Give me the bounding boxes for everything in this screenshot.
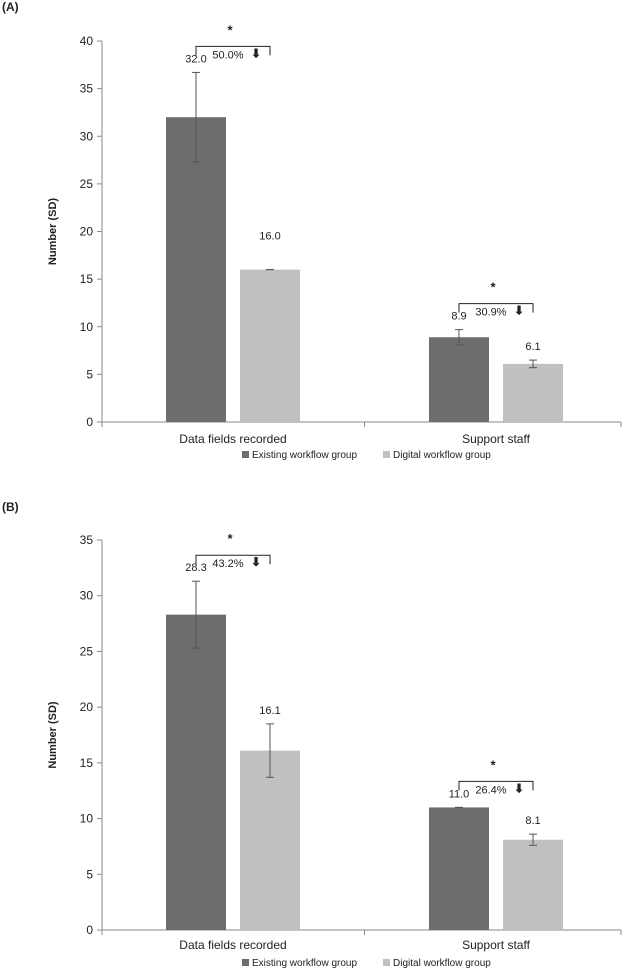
- legend-label: Digital workflow group: [393, 958, 491, 969]
- significance-star: *: [227, 531, 233, 546]
- y-tick-label: 40: [80, 34, 94, 48]
- data-label: 11.0: [449, 788, 470, 800]
- x-category-label: Data fields recorded: [179, 432, 286, 446]
- y-tick-label: 20: [80, 225, 94, 239]
- y-tick-label: 5: [86, 367, 93, 381]
- down-arrow-icon: ⬇: [251, 555, 261, 569]
- legend-label: Digital workflow group: [393, 450, 491, 461]
- x-category-label: Support staff: [462, 938, 530, 952]
- percent-change-label: 43.2%: [212, 558, 243, 570]
- data-label: 32.0: [185, 53, 206, 65]
- legend-swatch: [383, 451, 390, 458]
- y-tick-label: 0: [86, 415, 93, 429]
- percent-change-label: 30.9%: [475, 307, 506, 319]
- percent-change-label: 50.0%: [212, 49, 243, 61]
- significance-star: *: [227, 22, 233, 37]
- bar-digital-0: [240, 750, 300, 930]
- bar-digital-1: [503, 839, 563, 930]
- legend-swatch: [383, 959, 390, 966]
- panel-label: (B): [2, 500, 19, 514]
- y-tick-label: 25: [80, 177, 94, 191]
- data-label: 8.9: [451, 311, 466, 323]
- y-tick-label: 5: [86, 867, 93, 881]
- data-label: 16.0: [259, 231, 280, 243]
- panel-label: (A): [2, 0, 19, 14]
- y-tick-label: 35: [80, 82, 94, 96]
- significance-star: *: [490, 757, 496, 772]
- percent-change-label: 26.4%: [475, 784, 506, 796]
- data-label: 6.1: [525, 341, 540, 353]
- bar-digital-0: [240, 269, 300, 422]
- y-tick-label: 25: [80, 644, 94, 658]
- legend-label: Existing workflow group: [252, 450, 357, 461]
- bar-existing-1: [429, 337, 489, 422]
- y-axis-label: Number (SD): [47, 701, 59, 769]
- x-category-label: Data fields recorded: [179, 938, 286, 952]
- significance-bracket: [458, 303, 534, 313]
- y-tick-label: 30: [80, 129, 94, 143]
- significance-bracket: [195, 554, 271, 565]
- y-tick-label: 20: [80, 700, 94, 714]
- data-label: 28.3: [185, 562, 206, 574]
- down-arrow-icon: ⬇: [514, 304, 524, 318]
- bar-existing-1: [429, 807, 489, 930]
- legend-swatch: [242, 451, 249, 458]
- x-category-label: Support staff: [462, 432, 530, 446]
- significance-bracket: [458, 780, 534, 791]
- significance-star: *: [490, 280, 496, 295]
- legend-label: Existing workflow group: [252, 958, 357, 969]
- y-tick-label: 10: [80, 320, 94, 334]
- data-label: 8.1: [525, 815, 540, 827]
- down-arrow-icon: ⬇: [251, 46, 261, 60]
- data-label: 16.1: [259, 705, 280, 717]
- y-tick-label: 35: [80, 533, 94, 547]
- bar-digital-1: [503, 363, 563, 422]
- down-arrow-icon: ⬇: [514, 781, 524, 795]
- bar-existing-0: [166, 117, 226, 422]
- y-tick-label: 0: [86, 923, 93, 937]
- significance-bracket: [195, 45, 271, 56]
- y-tick-label: 15: [80, 756, 94, 770]
- y-tick-label: 10: [80, 812, 94, 826]
- y-tick-label: 15: [80, 272, 94, 286]
- y-tick-label: 30: [80, 589, 94, 603]
- bar-existing-0: [166, 614, 226, 930]
- y-axis-label: Number (SD): [47, 198, 59, 266]
- legend-swatch: [242, 959, 249, 966]
